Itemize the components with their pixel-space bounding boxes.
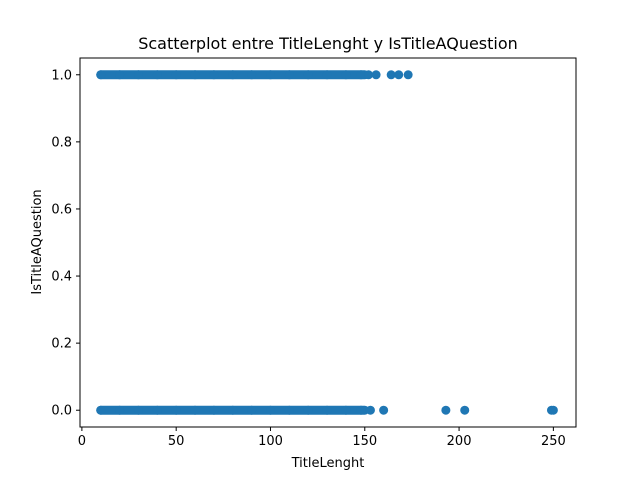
data-point-16 — [371, 70, 381, 80]
data-point-13 — [341, 70, 351, 80]
chart-title: Scatterplot entre TitleLenght y IsTitleA… — [138, 34, 518, 53]
y-axis-label: IsTitleAQuestion — [30, 189, 45, 294]
data-point-4 — [171, 70, 181, 80]
data-point-32 — [322, 405, 332, 415]
data-point-5 — [190, 70, 200, 80]
data-point-25 — [190, 405, 200, 415]
data-point-36 — [379, 405, 389, 415]
data-point-20 — [96, 405, 106, 415]
data-point-26 — [209, 405, 219, 415]
data-point-19 — [403, 70, 413, 80]
data-point-29 — [265, 405, 275, 415]
data-point-37 — [441, 405, 451, 415]
x-tick-label-3: 150 — [352, 434, 377, 449]
data-point-33 — [341, 405, 351, 415]
y-tick-label-5: 1.0 — [51, 68, 72, 83]
data-point-2 — [133, 70, 143, 80]
data-point-34 — [356, 405, 366, 415]
y-tick-label-4: 0.8 — [51, 135, 72, 150]
data-point-38 — [460, 405, 470, 415]
x-tick-label-4: 200 — [447, 434, 472, 449]
data-point-8 — [247, 70, 257, 80]
y-tick-label-0: 0.0 — [51, 404, 72, 419]
data-point-18 — [394, 70, 404, 80]
data-point-14 — [356, 70, 366, 80]
data-point-28 — [247, 405, 257, 415]
y-tick-label-1: 0.2 — [51, 337, 72, 352]
y-tick-label-2: 0.4 — [51, 270, 72, 285]
data-point-24 — [171, 405, 181, 415]
data-point-7 — [228, 70, 238, 80]
data-point-17 — [386, 70, 396, 80]
points-layer — [96, 70, 558, 415]
data-point-23 — [152, 405, 162, 415]
data-point-10 — [284, 70, 294, 80]
x-axis-ticks: 0 50 100 150 200 250 — [78, 427, 566, 449]
x-axis-label: TitleLenght — [291, 456, 365, 471]
y-tick-label-3: 0.6 — [51, 202, 72, 217]
data-point-3 — [152, 70, 162, 80]
data-point-15 — [364, 70, 374, 80]
data-point-31 — [303, 405, 313, 415]
data-point-27 — [228, 405, 238, 415]
data-point-21 — [115, 405, 125, 415]
data-point-40 — [548, 405, 558, 415]
data-point-35 — [365, 405, 375, 415]
plot-area — [96, 70, 558, 415]
data-point-22 — [133, 405, 143, 415]
y-axis-ticks: 0.0 0.2 0.4 0.6 0.8 1.0 — [51, 68, 80, 419]
data-point-1 — [115, 70, 125, 80]
x-tick-label-5: 250 — [541, 434, 566, 449]
data-point-9 — [265, 70, 275, 80]
data-point-11 — [303, 70, 313, 80]
data-point-6 — [209, 70, 219, 80]
x-tick-label-1: 50 — [168, 434, 185, 449]
data-point-30 — [284, 405, 294, 415]
axes-frame — [79, 57, 577, 428]
data-point-12 — [322, 70, 332, 80]
x-tick-label-0: 0 — [78, 434, 86, 449]
x-tick-label-2: 100 — [258, 434, 283, 449]
data-point-0 — [96, 70, 106, 80]
